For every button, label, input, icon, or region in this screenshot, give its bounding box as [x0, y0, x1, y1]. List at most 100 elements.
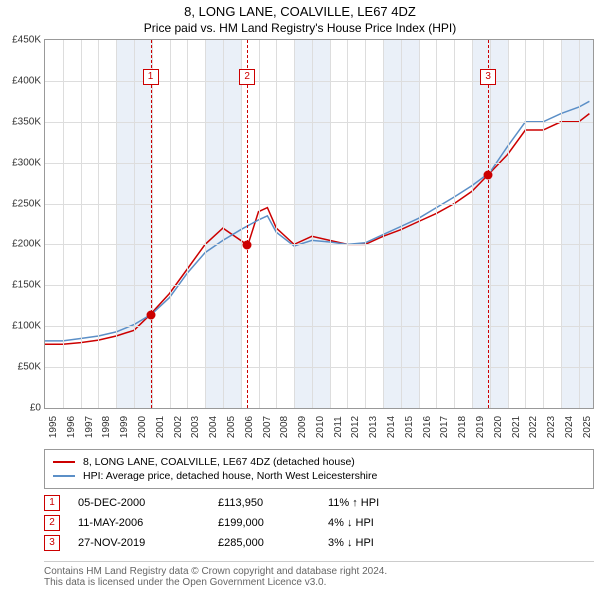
y-axis-label: £300K	[3, 157, 41, 168]
x-axis-label: 2006	[244, 416, 255, 438]
event-row: 3 27-NOV-2019£285,0003% ↓ HPI	[44, 535, 594, 551]
event-marker-box: 3	[480, 69, 496, 85]
x-axis-label: 2015	[404, 416, 415, 438]
gridline-v	[294, 40, 295, 408]
gridline-v	[276, 40, 277, 408]
gridline-v	[401, 40, 402, 408]
x-axis-label: 1996	[66, 416, 77, 438]
gridline-v	[472, 40, 473, 408]
footer: Contains HM Land Registry data © Crown c…	[44, 561, 594, 592]
event-line	[488, 40, 489, 408]
chart-subtitle: Price paid vs. HM Land Registry's House …	[0, 19, 600, 39]
x-axis-label: 1995	[48, 416, 59, 438]
gridline-v	[508, 40, 509, 408]
gridline-h	[45, 367, 593, 368]
event-row-price: £113,950	[218, 497, 328, 509]
gridline-v	[419, 40, 420, 408]
x-axis-label: 2007	[262, 416, 273, 438]
event-row-pct: 4% ↓ HPI	[328, 517, 448, 529]
x-axis-label: 2001	[155, 416, 166, 438]
event-row-number: 2	[44, 515, 60, 531]
x-axis-label: 2011	[333, 416, 344, 438]
legend-swatch	[53, 475, 75, 477]
gridline-v	[98, 40, 99, 408]
event-row: 211-MAY-2006£199,0004% ↓ HPI	[44, 515, 594, 531]
gridline-v	[330, 40, 331, 408]
x-axis-label: 2005	[226, 416, 237, 438]
gridline-h	[45, 244, 593, 245]
y-axis-label: £150K	[3, 280, 41, 291]
y-axis-label: £400K	[3, 75, 41, 86]
x-axis-label: 2018	[457, 416, 468, 438]
legend: 8, LONG LANE, COALVILLE, LE67 4DZ (detac…	[44, 449, 594, 489]
x-axis-label: 2021	[511, 416, 522, 438]
event-point-marker	[146, 310, 155, 319]
legend-item: 8, LONG LANE, COALVILLE, LE67 4DZ (detac…	[53, 456, 585, 468]
y-axis-label: £200K	[3, 239, 41, 250]
x-axis-label: 1998	[101, 416, 112, 438]
gridline-h	[45, 122, 593, 123]
event-row: 1 05-DEC-2000£113,95011% ↑ HPI	[44, 495, 594, 511]
x-axis-label: 2014	[386, 416, 397, 438]
plot-area: £0£50K£100K£150K£200K£250K£300K£350K£400…	[44, 39, 594, 409]
gridline-v	[454, 40, 455, 408]
event-marker-box: 1	[143, 69, 159, 85]
gridline-v	[383, 40, 384, 408]
legend-swatch	[53, 461, 75, 463]
x-axis-label: 2020	[493, 416, 504, 438]
y-axis-label: £100K	[3, 321, 41, 332]
gridline-h	[45, 326, 593, 327]
gridline-v	[63, 40, 64, 408]
x-axis-label: 2019	[475, 416, 486, 438]
gridline-v	[525, 40, 526, 408]
x-axis-label: 2023	[546, 416, 557, 438]
x-axis-label: 2003	[190, 416, 201, 438]
legend-label: 8, LONG LANE, COALVILLE, LE67 4DZ (detac…	[83, 456, 355, 468]
event-row-pct: 11% ↑ HPI	[328, 497, 448, 509]
event-row-date: 05-DEC-2000	[78, 497, 218, 509]
chart-container: 8, LONG LANE, COALVILLE, LE67 4DZ Price …	[0, 0, 600, 590]
event-point-marker	[243, 241, 252, 250]
x-axis-label: 2022	[528, 416, 539, 438]
y-axis-label: £0	[3, 403, 41, 414]
legend-label: HPI: Average price, detached house, Nort…	[83, 470, 377, 482]
events-table: 1 05-DEC-2000£113,95011% ↑ HPI 2 11-MAY-200…	[44, 495, 594, 551]
y-axis-label: £250K	[3, 198, 41, 209]
x-axis-label: 2017	[439, 416, 450, 438]
gridline-v	[81, 40, 82, 408]
event-row-pct: 3% ↓ HPI	[328, 537, 448, 549]
footer-line-2: This data is licensed under the Open Gov…	[44, 577, 594, 588]
gridline-v	[259, 40, 260, 408]
gridline-v	[223, 40, 224, 408]
event-line	[151, 40, 152, 408]
gridline-v	[170, 40, 171, 408]
x-axis-label: 2004	[208, 416, 219, 438]
gridline-v	[543, 40, 544, 408]
x-axis-label: 2012	[350, 416, 361, 438]
y-axis-label: £50K	[3, 362, 41, 373]
x-axis-label: 2009	[297, 416, 308, 438]
event-row-date: 11-MAY-2006	[78, 517, 218, 529]
event-row-number: 1	[44, 495, 60, 511]
gridline-v	[490, 40, 491, 408]
event-row-price: £285,000	[218, 537, 328, 549]
gridline-h	[45, 204, 593, 205]
x-axis-label: 2013	[368, 416, 379, 438]
gridline-v	[561, 40, 562, 408]
event-line	[247, 40, 248, 408]
gridline-v	[365, 40, 366, 408]
gridline-v	[116, 40, 117, 408]
x-axis-label: 1997	[84, 416, 95, 438]
x-axis-label: 1999	[119, 416, 130, 438]
x-axis-label: 2010	[315, 416, 326, 438]
x-axis-label: 2016	[422, 416, 433, 438]
event-row-date: 27-NOV-2019	[78, 537, 218, 549]
event-marker-box: 2	[239, 69, 255, 85]
gridline-v	[152, 40, 153, 408]
x-axis-label: 2008	[279, 416, 290, 438]
gridline-v	[312, 40, 313, 408]
gridline-h	[45, 81, 593, 82]
legend-item: HPI: Average price, detached house, Nort…	[53, 470, 585, 482]
event-row-number: 3	[44, 535, 60, 551]
gridline-v	[579, 40, 580, 408]
